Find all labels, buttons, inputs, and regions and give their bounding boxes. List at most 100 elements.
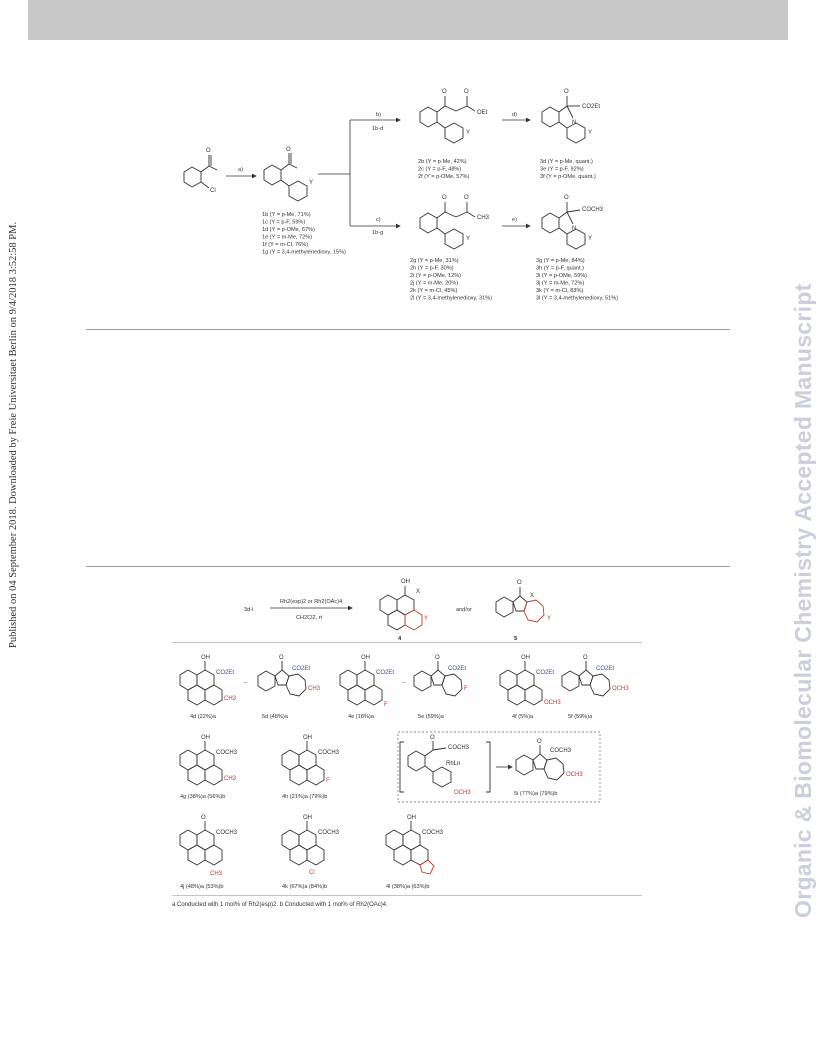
compound-2g-structure: O O CH3 Y xyxy=(419,195,490,250)
compound-2b-list: 2b (Y = p-Me, 42%) 2c (Y = p-F, 48%) 2f … xyxy=(418,159,469,180)
4f-oh: OH xyxy=(521,655,530,661)
list-3k: 3k (Y = m-Cl, 83%) xyxy=(536,288,583,294)
reagent-d: d) xyxy=(512,112,517,118)
list-1d: 1d (Y = p-OMe, 67%) xyxy=(262,227,315,233)
c2b-y: Y xyxy=(466,130,470,136)
list-2g: 2g (Y = p-Me, 31%) xyxy=(410,258,459,264)
compound-4e: OH CO2Et F 4e (18%)a xyxy=(339,655,394,720)
reagent-a: a) xyxy=(238,167,243,173)
list-3h: 3h (Y = p-F, quant.) xyxy=(536,266,584,272)
4d-co2et: CO2Et xyxy=(216,670,234,676)
compound-4k: OH COCH3 Cl 4k (67%)a (84%)b xyxy=(281,815,340,890)
compound-4d: OH CO2Et CH3 4d (22%)a xyxy=(179,655,237,720)
compound-5i: O COCH3 OCH3 5i (77%)a (79%)b xyxy=(514,739,583,797)
compound-4h: OH COCH3 F 4h (21%)a (79%)b xyxy=(281,735,340,800)
c3d-n: N xyxy=(572,120,576,126)
start-o-atom: O xyxy=(206,148,211,154)
reagent-c: c) xyxy=(376,217,381,223)
list-1c: 1c (Y = p-F, 59%) xyxy=(262,220,305,226)
list-2c: 2c (Y = p-F, 48%) xyxy=(418,167,461,173)
4k-cl: Cl xyxy=(309,870,315,876)
4f-och3: OCH3 xyxy=(544,700,561,706)
4d-oh: OH xyxy=(201,655,210,661)
c2b-o1: O xyxy=(442,89,447,95)
and-or-text: and/or xyxy=(456,607,472,613)
5i-coch3: COCH3 xyxy=(550,748,572,754)
header-bar xyxy=(28,0,788,40)
5f-och3: OCH3 xyxy=(612,686,629,692)
compound-5e: O CO2Et F 5e (59%)a xyxy=(413,655,468,720)
list-2h: 2h (Y = p-F, 30%) xyxy=(410,266,454,272)
4l-coch3: COCH3 xyxy=(422,830,444,836)
int-rhl: RhLn xyxy=(446,761,460,767)
dash-4d-5d: – xyxy=(244,680,248,686)
general-product-4: OH X Y 4 xyxy=(379,579,428,642)
c2b-oet: OEt xyxy=(477,110,488,116)
4d-ch3: CH3 xyxy=(224,696,237,702)
scheme2-top-rule xyxy=(86,566,730,567)
substrate-label: 3d-l xyxy=(244,607,253,613)
list-3i: 3i (Y = p-OMe, 59%) xyxy=(536,273,587,279)
int-och3: OCH3 xyxy=(454,790,471,796)
int-coch3: COCH3 xyxy=(448,745,470,751)
list-3g: 3g (Y = p-Me, 84%) xyxy=(536,258,585,264)
c2g-o2: O xyxy=(464,195,469,201)
product-4-label: 4 xyxy=(398,636,402,642)
compound-4l: OH COCH3 4l (38%)a (63%)b xyxy=(385,815,444,890)
compound-3d-list: 3d (Y = p-Me, quant.) 3e (Y = p-F, 92%) … xyxy=(540,159,596,180)
list-2f: 2f (Y = p-OMe, 57%) xyxy=(418,174,469,180)
c3d-y: Y xyxy=(588,130,592,136)
c3g-n: N xyxy=(572,226,576,232)
compound-4j: O COCH3 CH3 4j (48%)a (53%)b xyxy=(179,815,238,890)
4g-coch3: COCH3 xyxy=(216,750,238,756)
c1-o-atom: O xyxy=(286,147,291,153)
c2g-me: CH3 xyxy=(477,215,490,221)
list-2i: 2i (Y = p-OMe, 12%) xyxy=(410,273,461,279)
list-3j: 3j (Y = m-Me, 72%) xyxy=(536,281,584,287)
5e-f: F xyxy=(464,686,468,692)
c2g-o1: O xyxy=(442,195,447,201)
4k-oh: OH xyxy=(303,815,312,821)
4f-co2et: CO2Et xyxy=(536,670,554,676)
c2g-y: Y xyxy=(466,236,470,242)
dash-4e-5e: – xyxy=(402,680,406,686)
compound-4f: OH CO2Et OCH3 4f (5%)a xyxy=(499,655,561,720)
compound-1-structure: O Y xyxy=(263,147,313,202)
label-4h: 4h (21%)a (79%)b xyxy=(282,794,327,800)
5i-o: O xyxy=(537,739,542,745)
compound-3g-list: 3g (Y = p-Me, 84%) 3h (Y = p-F, quant.) … xyxy=(536,258,618,302)
reagent-b: b) xyxy=(376,112,381,118)
compound-2g-list: 2g (Y = p-Me, 31%) 2h (Y = p-F, 30%) 2i … xyxy=(410,258,492,302)
g5-x: X xyxy=(530,593,534,599)
c2b-o2: O xyxy=(464,89,469,95)
c3g-y: Y xyxy=(588,236,592,242)
list-1f: 1f (Y = m-Cl, 76%) xyxy=(262,242,308,248)
4e-oh: OH xyxy=(361,655,370,661)
list-1e: 1e (Y = m-Me, 72%) xyxy=(262,235,312,241)
label-4g: 4g (38%)a (56%)b xyxy=(180,794,225,800)
compound-3d-structure: O CO2Et N Y xyxy=(541,89,600,144)
scheme1-bottom-rule xyxy=(86,329,730,330)
list-1b: 1b (Y = p-Me, 71%) xyxy=(262,212,311,218)
compound-3g-structure: O COCH3 N Y xyxy=(541,195,604,250)
4h-coch3: COCH3 xyxy=(318,750,340,756)
list-1g: 1g (Y = 3,4-methylenedioxy, 15%) xyxy=(262,250,346,256)
4l-oh: OH xyxy=(407,815,416,821)
4h-oh: OH xyxy=(303,735,312,741)
compound-5f: O CO2Et OCH3 5f (59%)a xyxy=(561,655,629,720)
5i-och3: OCH3 xyxy=(566,772,583,778)
5f-co2et: CO2Et xyxy=(596,666,614,672)
compound-4g: OH COCH3 CH3 4g (38%)a (56%)b xyxy=(179,735,238,800)
conditions-solvent: CH2Cl2, rt xyxy=(296,615,323,621)
4h-f: F xyxy=(326,778,330,784)
label-5i: 5i (77%)a (79%)b xyxy=(514,791,558,797)
reagent-c-sub: 1b-g xyxy=(372,230,383,236)
c3g-o: O xyxy=(564,195,569,201)
c3d-co2et: CO2Et xyxy=(582,104,600,110)
rh-intermediate-box: O COCH3 RhLn OCH3 xyxy=(397,731,601,803)
5d-co2et: CO2Et xyxy=(292,666,310,672)
g4-oh: OH xyxy=(401,579,410,585)
5d-ch3: CH3 xyxy=(308,686,321,692)
int-o: O xyxy=(430,735,435,741)
g5-y: Y xyxy=(547,616,551,622)
